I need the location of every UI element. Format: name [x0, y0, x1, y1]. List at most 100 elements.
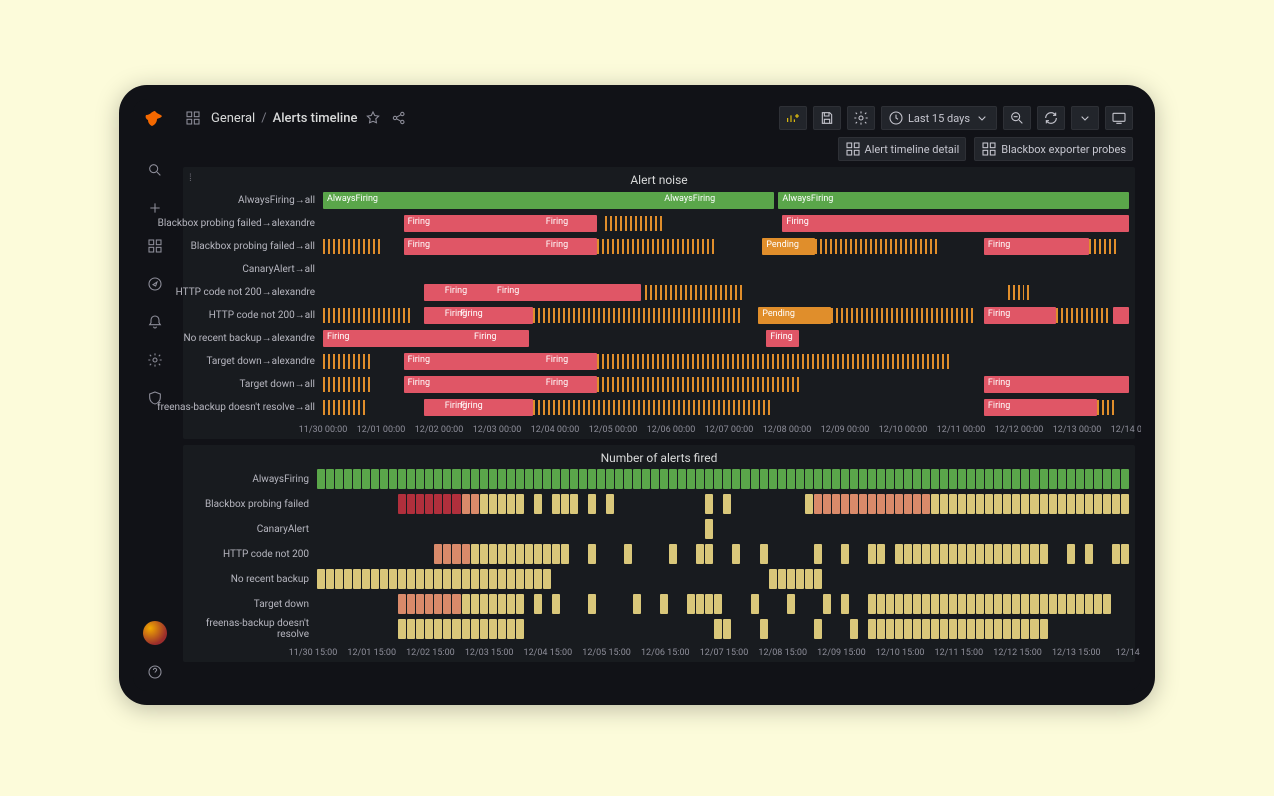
- tick-strip: [597, 239, 758, 254]
- grafana-logo-icon[interactable]: [143, 109, 167, 133]
- state-segment[interactable]: Firing: [782, 215, 1129, 232]
- row-track[interactable]: FiringFiringFiring: [323, 398, 1129, 417]
- star-icon[interactable]: [363, 108, 383, 128]
- state-segment[interactable]: Pending: [758, 307, 831, 324]
- heatmap-cell: [859, 569, 867, 589]
- panel-drag-handle-icon[interactable]: ⁞: [189, 173, 192, 184]
- row-track[interactable]: [317, 469, 1129, 489]
- plus-icon[interactable]: [145, 198, 165, 218]
- state-segment[interactable]: FiringFiring: [424, 307, 533, 324]
- state-segment[interactable]: Firing: [984, 376, 1129, 393]
- row-track[interactable]: FiringFiring: [323, 283, 1129, 302]
- x-tick: 12/08 15:00: [758, 648, 807, 658]
- refresh-button[interactable]: [1037, 106, 1065, 130]
- heatmap-cell: [344, 519, 352, 539]
- state-segment[interactable]: Pending: [762, 238, 814, 255]
- row-track[interactable]: [317, 619, 1129, 639]
- heatmap-cell: [624, 594, 632, 614]
- row-label: AlwaysFiring→all: [183, 191, 323, 210]
- row-track[interactable]: FiringFiringFiring: [323, 375, 1129, 394]
- state-segment[interactable]: Firing: [984, 399, 1097, 416]
- add-panel-button[interactable]: [779, 106, 807, 130]
- state-segment[interactable]: FiringFiring: [404, 353, 597, 370]
- heatmap-cell: [832, 519, 840, 539]
- heatmap-cell: [823, 619, 831, 639]
- state-segment[interactable]: FiringFiring: [424, 284, 642, 301]
- heatmap-cell: [1040, 594, 1048, 614]
- heatmap-cell: [1012, 594, 1020, 614]
- alerting-icon[interactable]: [145, 312, 165, 332]
- heatmap-cell: [660, 594, 668, 614]
- heatmap-cell: [1103, 469, 1111, 489]
- heatmap-cell: [723, 519, 731, 539]
- row-track[interactable]: FiringFiringFiring: [323, 329, 1129, 348]
- heatmap-cell: [534, 469, 542, 489]
- dashboards-icon[interactable]: [145, 236, 165, 256]
- heatmap-cell: [462, 469, 470, 489]
- heatmap-cell: [452, 619, 460, 639]
- row-label: HTTP code not 200: [187, 544, 317, 564]
- tv-mode-button[interactable]: [1105, 106, 1133, 130]
- heatmap-cell: [606, 569, 614, 589]
- heatmap-cell: [687, 519, 695, 539]
- row-track[interactable]: [317, 494, 1129, 514]
- row-track[interactable]: [323, 260, 1129, 279]
- dashboard-link[interactable]: Blackbox exporter probes: [974, 137, 1133, 161]
- zoom-out-button[interactable]: [1003, 106, 1031, 130]
- settings-button[interactable]: [847, 106, 875, 130]
- heatmap-cell: [1121, 569, 1129, 589]
- state-segment[interactable]: Firing: [766, 330, 798, 347]
- row-track[interactable]: [317, 544, 1129, 564]
- state-segment[interactable]: AlwaysFiring: [778, 192, 1129, 209]
- search-icon[interactable]: [145, 160, 165, 180]
- heatmap-cell: [1040, 619, 1048, 639]
- heatmap-cell: [1121, 469, 1129, 489]
- heatmap-cell: [498, 594, 506, 614]
- refresh-interval-button[interactable]: [1071, 106, 1099, 130]
- state-segment[interactable]: FiringFiring: [404, 215, 597, 232]
- page-title[interactable]: Alerts timeline: [273, 111, 358, 126]
- state-segment[interactable]: AlwaysFiringAlwaysFiring: [323, 192, 774, 209]
- heatmap-cell: [570, 469, 578, 489]
- state-segment[interactable]: Firing: [984, 238, 1089, 255]
- row-track[interactable]: FiringFiringFiring: [323, 214, 1129, 233]
- share-icon[interactable]: [389, 108, 409, 128]
- state-segment[interactable]: [1113, 307, 1129, 324]
- state-segment[interactable]: FiringFiring: [323, 330, 529, 347]
- row-track[interactable]: FiringFiring Pending Firing: [323, 306, 1129, 325]
- row-track[interactable]: [317, 569, 1129, 589]
- time-range-picker[interactable]: Last 15 days: [881, 106, 997, 130]
- heatmap-cell: [452, 469, 460, 489]
- save-button[interactable]: [813, 106, 841, 130]
- heatmap-cell: [606, 544, 614, 564]
- heatmap-cell: [1003, 544, 1011, 564]
- breadcrumb-folder[interactable]: General: [211, 111, 255, 126]
- heatmap-cell: [326, 494, 334, 514]
- config-icon[interactable]: [145, 350, 165, 370]
- row-track[interactable]: [317, 594, 1129, 614]
- explore-icon[interactable]: [145, 274, 165, 294]
- heatmap-cell: [1003, 469, 1011, 489]
- state-segment[interactable]: FiringFiring: [404, 376, 597, 393]
- heatmap-cell: [895, 544, 903, 564]
- state-segment[interactable]: Firing: [984, 307, 1057, 324]
- heatmap-cell: [624, 494, 632, 514]
- row-track[interactable]: FiringFiring Pending Firing: [323, 237, 1129, 256]
- help-icon[interactable]: [145, 662, 165, 682]
- heatmap-cell: [353, 619, 361, 639]
- heatmap-cell: [696, 544, 704, 564]
- heatmap-cell: [967, 619, 975, 639]
- heatmap-cell: [940, 594, 948, 614]
- user-avatar[interactable]: [143, 621, 167, 645]
- row-track[interactable]: AlwaysFiringAlwaysFiringAlwaysFiring: [323, 191, 1129, 210]
- tick-strip: [323, 377, 404, 392]
- device-frame: General / Alerts timeline Last 15 days: [119, 85, 1155, 705]
- heatmap-cell: [1067, 469, 1075, 489]
- dashboard-nav-icon[interactable]: [183, 108, 203, 128]
- state-segment[interactable]: FiringFiring: [424, 399, 533, 416]
- heatmap-cell: [723, 594, 731, 614]
- row-track[interactable]: [317, 519, 1129, 539]
- dashboard-link[interactable]: Alert timeline detail: [838, 137, 967, 161]
- state-segment[interactable]: FiringFiring: [404, 238, 597, 255]
- row-track[interactable]: FiringFiring: [323, 352, 1129, 371]
